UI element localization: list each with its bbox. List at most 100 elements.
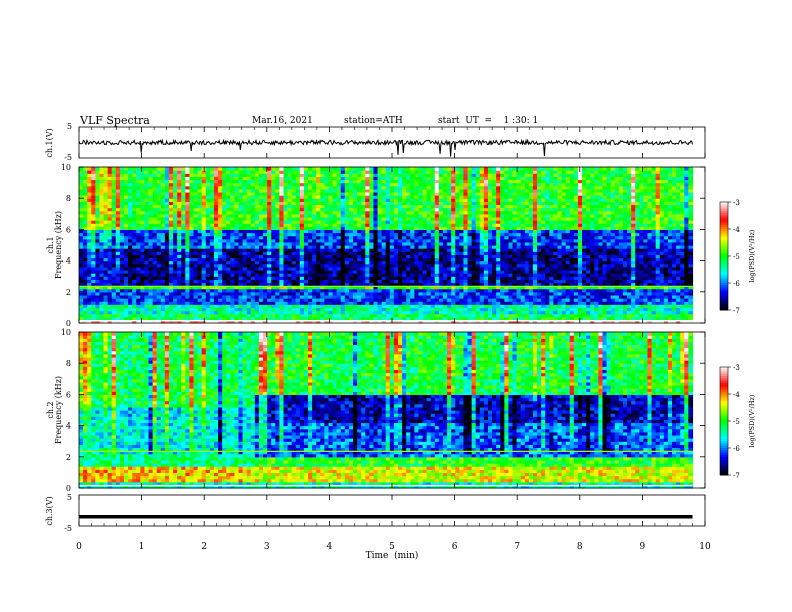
spectrogram-cell bbox=[414, 310, 420, 315]
spectrogram-cell bbox=[336, 298, 342, 302]
spectrogram-cell bbox=[99, 226, 105, 230]
spectrogram-cell bbox=[115, 279, 121, 284]
spectrogram-cell bbox=[451, 251, 456, 255]
spectrogram-cell bbox=[467, 304, 473, 308]
spectrogram-cell bbox=[328, 294, 334, 299]
spectrogram-cell bbox=[369, 316, 375, 321]
spectrogram-cell bbox=[148, 216, 154, 221]
spectrogram-cell bbox=[263, 191, 268, 196]
spectrogram-cell bbox=[213, 260, 219, 265]
spectrogram-cell bbox=[381, 185, 387, 190]
spectrogram-cell bbox=[189, 251, 195, 255]
spectrogram-cell bbox=[475, 198, 481, 202]
spectrogram-cell bbox=[361, 310, 366, 315]
spectrogram-cell bbox=[107, 294, 113, 299]
spectrogram-cell bbox=[119, 198, 125, 202]
spectrogram-cell bbox=[99, 307, 105, 312]
spectrogram-cell bbox=[443, 245, 448, 249]
spectrogram-cell bbox=[144, 176, 150, 181]
spectrogram-cell bbox=[160, 170, 166, 174]
spectrogram-cell bbox=[332, 207, 338, 212]
spectrogram-cell bbox=[213, 176, 219, 181]
spectrogram-cell bbox=[303, 210, 309, 215]
spectrogram-cell bbox=[185, 310, 191, 315]
spectrogram-cell bbox=[393, 291, 399, 296]
spectrogram-cell bbox=[226, 235, 231, 240]
spectrogram-cell bbox=[295, 307, 301, 312]
spectrogram-cell bbox=[381, 257, 387, 262]
spectrogram-cell bbox=[144, 188, 150, 193]
spectrogram-cell bbox=[197, 167, 203, 171]
spectrogram-cell bbox=[238, 170, 244, 174]
spectrogram-cell bbox=[156, 179, 162, 184]
spectrogram-cell bbox=[287, 316, 293, 321]
spectrogram-cell bbox=[451, 291, 456, 296]
spectrogram-cell bbox=[144, 201, 150, 206]
spectrogram-cell bbox=[471, 195, 477, 199]
spectrogram-cell bbox=[230, 248, 236, 252]
spectrogram-cell bbox=[373, 238, 379, 243]
spectrogram-cell bbox=[115, 313, 121, 318]
spectrogram-cell bbox=[83, 245, 88, 249]
spectrogram-cell bbox=[398, 291, 403, 296]
spectrogram-cell bbox=[132, 288, 137, 293]
spectrogram-cell bbox=[144, 191, 150, 196]
spectrogram-cell bbox=[361, 269, 366, 274]
spectrogram-cell bbox=[402, 251, 407, 255]
spectrogram-cell bbox=[156, 216, 162, 221]
spectrogram-cell bbox=[226, 229, 231, 234]
spectrogram-cell bbox=[377, 204, 383, 209]
spectrogram-cell bbox=[336, 191, 342, 196]
spectrogram-cell bbox=[393, 188, 399, 193]
spectrogram-cell bbox=[234, 288, 240, 293]
spectrogram-cell bbox=[250, 273, 256, 277]
spectrogram-cell bbox=[238, 204, 244, 209]
spectrogram-cell bbox=[177, 232, 182, 237]
spectrogram-cell bbox=[418, 241, 424, 246]
spectrogram-cell bbox=[348, 229, 354, 234]
spectrogram-cell bbox=[258, 257, 264, 262]
spectrogram-cell bbox=[332, 313, 338, 318]
spectrogram-cell bbox=[87, 291, 92, 296]
spectrogram-cell bbox=[258, 185, 264, 190]
spectrogram-cell bbox=[91, 276, 96, 280]
spectrogram-cell bbox=[140, 201, 146, 206]
spectrogram-cell bbox=[348, 298, 354, 302]
spectrogram-cell bbox=[254, 276, 260, 280]
spectrogram-cell bbox=[434, 220, 440, 224]
spectrogram-cell bbox=[328, 285, 334, 290]
spectrogram-cell bbox=[438, 263, 444, 268]
spectrogram-cell bbox=[193, 316, 199, 321]
spectrogram-cell bbox=[201, 232, 207, 237]
spectrogram-cell bbox=[332, 316, 338, 321]
spectrogram-cell bbox=[132, 273, 137, 277]
spectrogram-cell bbox=[250, 188, 256, 193]
spectrogram-cell bbox=[447, 182, 452, 187]
spectrogram-cell bbox=[348, 263, 354, 268]
spectrogram-cell bbox=[140, 167, 146, 171]
spectrogram-cell bbox=[79, 263, 84, 268]
spectrogram-cell bbox=[275, 207, 280, 212]
spectrogram-cell bbox=[369, 310, 375, 315]
spectrogram-cell bbox=[308, 307, 313, 312]
spectrogram-cell bbox=[320, 226, 325, 230]
spectrogram-cell bbox=[246, 313, 252, 318]
spectrogram-cell bbox=[95, 251, 101, 255]
spectrogram-cell bbox=[340, 282, 346, 287]
spectrogram-cell bbox=[140, 316, 146, 321]
spectrogram-cell bbox=[312, 191, 317, 196]
spectrogram-cell bbox=[136, 276, 141, 280]
spectrogram-cell bbox=[95, 170, 101, 174]
spectrogram-cell bbox=[308, 301, 313, 305]
spectrogram-cell bbox=[479, 285, 485, 290]
spectrogram-cell bbox=[336, 182, 342, 187]
spectrogram-cell bbox=[418, 223, 424, 227]
spectrogram-cell bbox=[164, 207, 170, 212]
spectrogram-cell bbox=[402, 319, 407, 324]
spectrogram-cell bbox=[160, 279, 166, 284]
spectrogram-cell bbox=[336, 229, 342, 234]
spectrogram-cell bbox=[123, 285, 129, 290]
spectrogram-cell bbox=[340, 176, 346, 181]
spectrogram-cell bbox=[144, 257, 150, 262]
spectrogram-cell bbox=[312, 251, 317, 255]
